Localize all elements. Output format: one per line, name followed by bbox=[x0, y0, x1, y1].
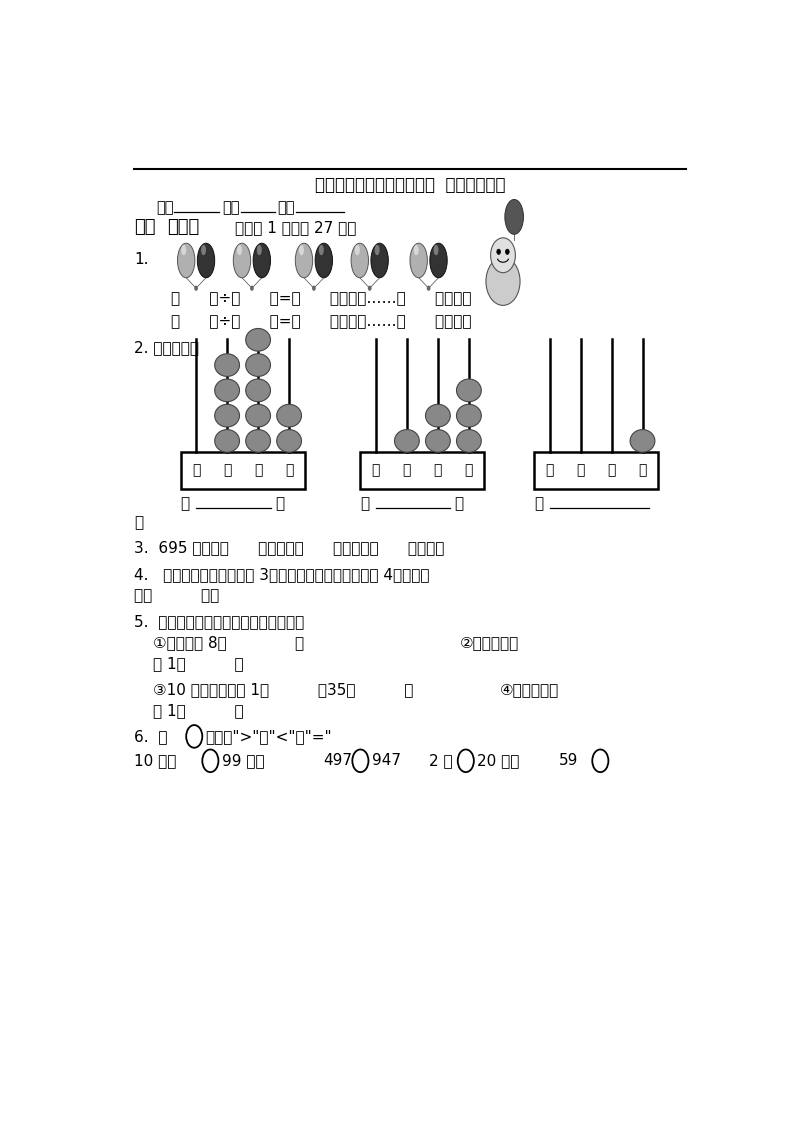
Text: 个: 个 bbox=[465, 463, 473, 478]
Text: 姓名: 姓名 bbox=[222, 200, 240, 215]
Text: 十: 十 bbox=[254, 463, 262, 478]
Text: 百: 百 bbox=[223, 463, 231, 478]
Ellipse shape bbox=[457, 429, 482, 453]
Ellipse shape bbox=[319, 245, 324, 255]
Text: 59: 59 bbox=[558, 753, 578, 769]
Ellipse shape bbox=[246, 328, 270, 351]
Circle shape bbox=[490, 238, 515, 273]
Ellipse shape bbox=[246, 429, 270, 453]
Text: 里填上">"、"<"或"=": 里填上">"、"<"或"=" bbox=[206, 729, 332, 744]
Ellipse shape bbox=[237, 245, 242, 255]
Circle shape bbox=[368, 285, 371, 291]
Text: 1.: 1. bbox=[134, 252, 149, 267]
Ellipse shape bbox=[299, 245, 304, 255]
Text: （苏教版）二年级数学下册  期中检测试题: （苏教版）二年级数学下册 期中检测试题 bbox=[314, 175, 506, 194]
Circle shape bbox=[426, 285, 430, 291]
Ellipse shape bbox=[246, 353, 270, 377]
Text: （      ）÷（      ）=（      ）（束）……（      ）（个）: （ ）÷（ ）=（ ）（束）……（ ）（个） bbox=[171, 314, 472, 329]
Ellipse shape bbox=[257, 245, 262, 255]
Circle shape bbox=[194, 285, 198, 291]
Text: （: （ bbox=[181, 496, 190, 512]
Ellipse shape bbox=[351, 243, 369, 277]
Ellipse shape bbox=[246, 379, 270, 402]
Text: 个: 个 bbox=[638, 463, 646, 478]
Text: 497: 497 bbox=[323, 753, 352, 769]
Ellipse shape bbox=[182, 245, 186, 255]
Ellipse shape bbox=[214, 429, 239, 453]
Text: 一、: 一、 bbox=[134, 218, 155, 237]
Ellipse shape bbox=[426, 404, 450, 427]
Text: 个: 个 bbox=[285, 463, 294, 478]
Text: ）: ） bbox=[275, 496, 284, 512]
Circle shape bbox=[250, 285, 254, 291]
Text: 百: 百 bbox=[402, 463, 411, 478]
Ellipse shape bbox=[374, 245, 380, 255]
Text: 千: 千 bbox=[192, 463, 200, 478]
Bar bbox=[360, 453, 485, 489]
Ellipse shape bbox=[214, 379, 239, 402]
Ellipse shape bbox=[434, 245, 438, 255]
Text: 班级: 班级 bbox=[156, 200, 174, 215]
Text: ）: ） bbox=[134, 515, 143, 531]
Ellipse shape bbox=[253, 243, 270, 277]
Text: 十: 十 bbox=[607, 463, 616, 478]
Ellipse shape bbox=[394, 429, 419, 453]
Ellipse shape bbox=[630, 429, 655, 453]
Text: 成绩: 成绩 bbox=[278, 200, 295, 215]
Text: （      ）÷（      ）=（      ）（个）……（      ）（个）: （ ）÷（ ）=（ ）（个）……（ ）（个） bbox=[171, 291, 472, 307]
Ellipse shape bbox=[457, 379, 482, 402]
Bar bbox=[181, 453, 305, 489]
Text: 6.  在: 6. 在 bbox=[134, 729, 168, 744]
Text: 2 米: 2 米 bbox=[429, 753, 452, 769]
Text: ①课桌高约 8（              ）: ①课桌高约 8（ ） bbox=[153, 636, 304, 651]
Ellipse shape bbox=[410, 243, 427, 277]
Text: 百: 百 bbox=[576, 463, 585, 478]
Text: 十: 十 bbox=[434, 463, 442, 478]
Text: 4.   一个三位数，十位上是 3，百位上和个位上的数都是 4，这个数: 4. 一个三位数，十位上是 3，百位上和个位上的数都是 4，这个数 bbox=[134, 567, 430, 582]
Text: ②一支粉笔长: ②一支粉笔长 bbox=[459, 636, 519, 651]
Text: 月 1（          ）: 月 1（ ） bbox=[153, 657, 243, 671]
Ellipse shape bbox=[426, 429, 450, 453]
Text: （每空 1 分，共 27 分）: （每空 1 分，共 27 分） bbox=[235, 220, 357, 234]
Text: （: （ bbox=[534, 496, 543, 512]
Text: 约 1（          ）: 约 1（ ） bbox=[153, 703, 243, 718]
Text: 947: 947 bbox=[371, 753, 401, 769]
Text: ）: ） bbox=[454, 496, 464, 512]
Circle shape bbox=[506, 249, 510, 255]
Circle shape bbox=[312, 285, 316, 291]
Text: ③10 岁的小明身高 1（          ）35（          ）: ③10 岁的小明身高 1（ ）35（ ） bbox=[153, 681, 413, 697]
Text: 10 分米: 10 分米 bbox=[134, 753, 177, 769]
Ellipse shape bbox=[277, 404, 302, 427]
Ellipse shape bbox=[414, 245, 418, 255]
Text: 5.  在下面括号里填上合适的单位名称。: 5. 在下面括号里填上合适的单位名称。 bbox=[134, 614, 304, 629]
Ellipse shape bbox=[246, 404, 270, 427]
Text: 千: 千 bbox=[546, 463, 554, 478]
Ellipse shape bbox=[315, 243, 333, 277]
Text: 2. 看图写数。: 2. 看图写数。 bbox=[134, 340, 199, 355]
Ellipse shape bbox=[371, 243, 388, 277]
Text: 我会填: 我会填 bbox=[167, 218, 199, 237]
Ellipse shape bbox=[457, 404, 482, 427]
Text: 20 分米: 20 分米 bbox=[477, 753, 519, 769]
Text: 99 厘米: 99 厘米 bbox=[222, 753, 264, 769]
Ellipse shape bbox=[214, 353, 239, 377]
Ellipse shape bbox=[201, 245, 206, 255]
Ellipse shape bbox=[214, 404, 239, 427]
Ellipse shape bbox=[234, 243, 250, 277]
Text: 是（          ）。: 是（ ）。 bbox=[134, 589, 219, 603]
Circle shape bbox=[497, 249, 501, 255]
Text: 3.  695 里面有（      ）个百，（      ）个十和（      ）个一。: 3. 695 里面有（ ）个百，（ ）个十和（ ）个一。 bbox=[134, 541, 445, 556]
Bar bbox=[534, 453, 658, 489]
Text: （: （ bbox=[360, 496, 370, 512]
Ellipse shape bbox=[505, 199, 523, 234]
Ellipse shape bbox=[277, 429, 302, 453]
Text: ④数学课本厚: ④数学课本厚 bbox=[500, 681, 559, 697]
Ellipse shape bbox=[178, 243, 195, 277]
Ellipse shape bbox=[295, 243, 313, 277]
Ellipse shape bbox=[486, 257, 520, 306]
Ellipse shape bbox=[355, 245, 360, 255]
Text: 千: 千 bbox=[372, 463, 380, 478]
Ellipse shape bbox=[198, 243, 214, 277]
Ellipse shape bbox=[430, 243, 447, 277]
